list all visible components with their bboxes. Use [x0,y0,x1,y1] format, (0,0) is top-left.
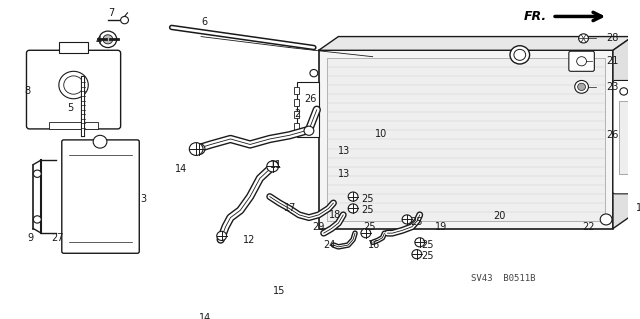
Polygon shape [319,37,632,50]
Text: 25: 25 [361,194,373,204]
FancyBboxPatch shape [569,51,595,71]
FancyBboxPatch shape [613,80,634,194]
Circle shape [600,214,612,225]
Text: 25: 25 [363,222,376,232]
Text: 5: 5 [67,103,73,113]
Bar [49,122,98,129]
Text: 15: 15 [273,286,285,296]
Text: 8: 8 [24,86,31,96]
Circle shape [120,17,129,24]
Text: 23: 23 [606,82,618,92]
Circle shape [415,238,425,247]
Text: 10: 10 [374,130,387,139]
Circle shape [217,231,227,241]
Text: 25: 25 [422,240,434,250]
Text: 9: 9 [28,233,33,243]
Circle shape [93,135,107,148]
Text: 17: 17 [284,204,297,213]
Text: 22: 22 [582,222,595,232]
Text: 1: 1 [636,204,640,213]
Circle shape [33,170,41,177]
Text: 25: 25 [422,251,434,261]
Text: 25: 25 [361,205,373,215]
Text: 21: 21 [606,56,618,66]
Circle shape [348,192,358,201]
Text: 26: 26 [606,130,618,140]
Text: 19: 19 [435,222,447,232]
Circle shape [578,83,586,91]
Circle shape [189,143,203,155]
Text: 4: 4 [95,36,101,46]
Text: 7: 7 [108,8,114,18]
Text: 14: 14 [199,313,211,319]
Text: 24: 24 [324,240,336,250]
Bar [619,100,628,174]
Polygon shape [613,37,632,229]
Text: 12: 12 [243,234,255,245]
Circle shape [361,229,371,238]
Circle shape [193,144,205,154]
Circle shape [620,88,628,95]
Text: 27: 27 [51,233,63,243]
Text: 20: 20 [493,211,506,221]
Text: 13: 13 [339,146,351,156]
Circle shape [99,31,116,48]
Circle shape [267,161,278,172]
Circle shape [103,35,113,44]
Bar [297,82,319,137]
Bar [294,87,299,94]
Bar [294,122,299,130]
Bar [319,50,613,229]
Text: 6: 6 [201,17,207,27]
Text: 16: 16 [368,240,380,250]
Text: 18: 18 [328,210,340,220]
Text: 28: 28 [606,33,618,43]
Circle shape [575,80,588,93]
Text: SV43  B0511B: SV43 B0511B [471,274,535,283]
Text: 26: 26 [304,94,316,104]
Text: 29: 29 [312,222,324,232]
Circle shape [402,215,412,224]
Bar [294,111,299,118]
Circle shape [412,249,422,259]
Circle shape [579,34,588,43]
Text: 2: 2 [294,109,300,119]
Text: FR.: FR. [524,10,547,23]
Text: 25: 25 [410,217,422,227]
Bar [294,99,299,106]
Bar [59,42,88,53]
Circle shape [228,309,243,319]
Text: 3: 3 [140,194,147,204]
Text: 14: 14 [175,164,187,174]
Circle shape [304,126,314,135]
Circle shape [310,70,318,77]
Bar [326,58,605,221]
FancyBboxPatch shape [62,140,140,253]
Circle shape [510,46,530,64]
Text: 11: 11 [269,160,282,170]
Text: 13: 13 [339,169,351,179]
FancyBboxPatch shape [26,50,120,129]
Circle shape [348,204,358,213]
Circle shape [33,216,41,223]
